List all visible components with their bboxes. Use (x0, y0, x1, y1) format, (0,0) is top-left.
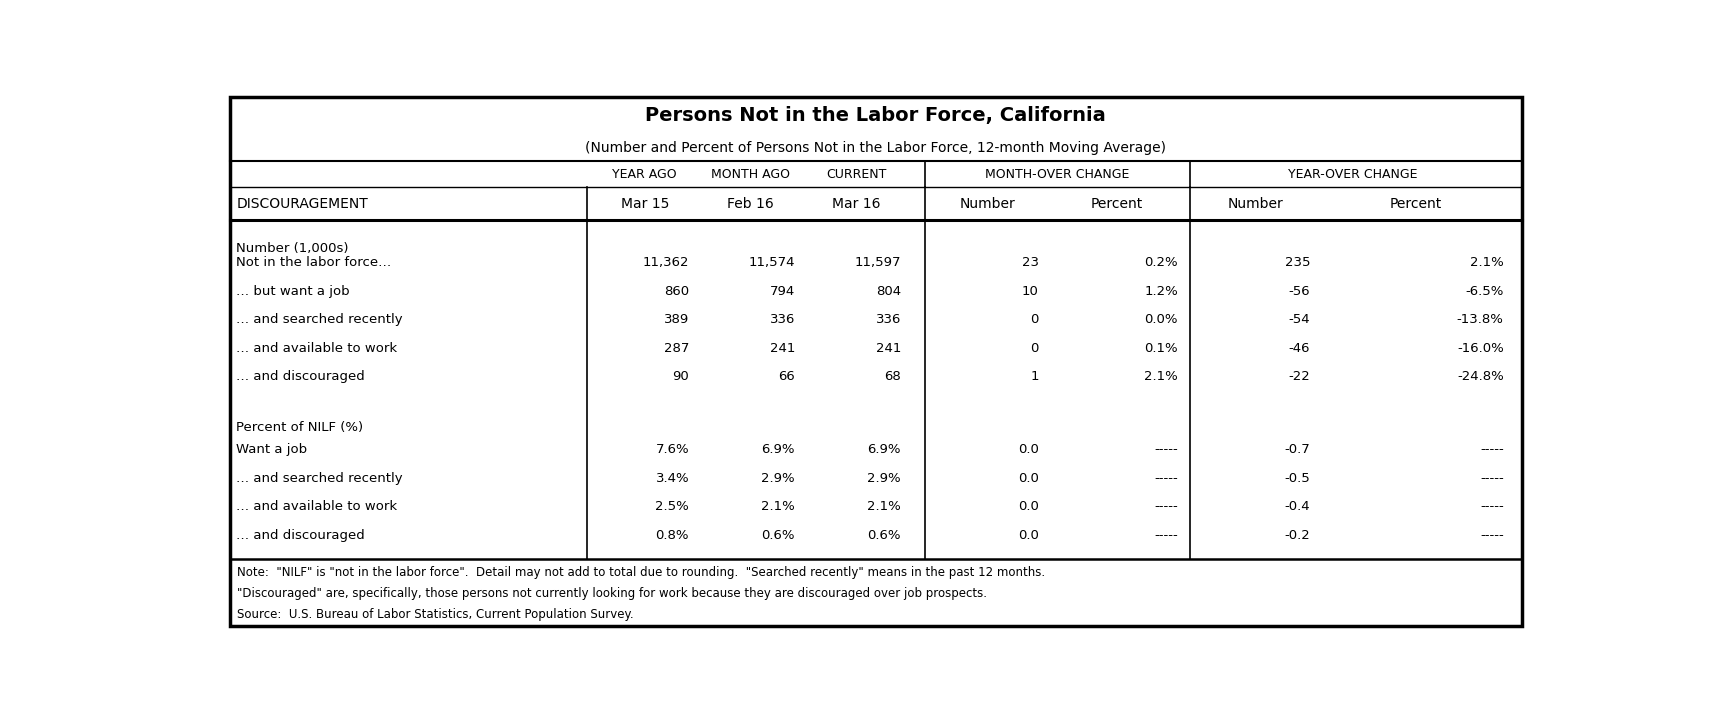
Text: 0.2%: 0.2% (1145, 256, 1178, 269)
Text: Percent: Percent (1090, 196, 1143, 210)
Text: 860: 860 (665, 284, 689, 298)
Text: -16.0%: -16.0% (1456, 341, 1504, 355)
Text: Source:  U.S. Bureau of Labor Statistics, Current Population Survey.: Source: U.S. Bureau of Labor Statistics,… (238, 608, 634, 621)
Text: Not in the labor force…: Not in the labor force… (236, 256, 391, 269)
Text: "Discouraged" are, specifically, those persons not currently looking for work be: "Discouraged" are, specifically, those p… (238, 587, 988, 600)
Text: 0.0: 0.0 (1019, 472, 1039, 485)
Text: -----: ----- (1480, 444, 1504, 456)
Text: 90: 90 (672, 370, 689, 383)
Text: -----: ----- (1154, 472, 1178, 485)
Text: Number: Number (1229, 196, 1283, 210)
Text: 11,597: 11,597 (854, 256, 901, 269)
Text: 2.1%: 2.1% (1470, 256, 1504, 269)
Text: 389: 389 (663, 313, 689, 326)
Text: 0.0: 0.0 (1019, 501, 1039, 513)
Text: 0.0: 0.0 (1019, 529, 1039, 542)
Text: -----: ----- (1154, 501, 1178, 513)
Text: 6.9%: 6.9% (762, 444, 795, 456)
Text: 804: 804 (877, 284, 901, 298)
Text: 336: 336 (769, 313, 795, 326)
Text: 2.5%: 2.5% (655, 501, 689, 513)
Text: CURRENT: CURRENT (827, 168, 887, 181)
Text: 3.4%: 3.4% (656, 472, 689, 485)
Text: 66: 66 (778, 370, 795, 383)
Text: 10: 10 (1022, 284, 1039, 298)
Text: 2.9%: 2.9% (868, 472, 901, 485)
Text: 2.1%: 2.1% (761, 501, 795, 513)
Text: -24.8%: -24.8% (1456, 370, 1504, 383)
Text: 11,362: 11,362 (643, 256, 689, 269)
Text: 0.0%: 0.0% (1145, 313, 1178, 326)
Text: 0: 0 (1031, 313, 1039, 326)
Text: Mar 15: Mar 15 (620, 196, 668, 210)
Text: 11,574: 11,574 (749, 256, 795, 269)
Text: MONTH AGO: MONTH AGO (711, 168, 790, 181)
Text: Want a job: Want a job (236, 444, 308, 456)
Text: -----: ----- (1480, 472, 1504, 485)
Text: Note:  "NILF" is "not in the labor force".  Detail may not add to total due to r: Note: "NILF" is "not in the labor force"… (238, 566, 1046, 579)
Text: Percent: Percent (1389, 196, 1442, 210)
Text: -22: -22 (1289, 370, 1311, 383)
Text: 0.1%: 0.1% (1145, 341, 1178, 355)
Text: 241: 241 (769, 341, 795, 355)
Text: 0: 0 (1031, 341, 1039, 355)
Text: 1: 1 (1031, 370, 1039, 383)
Text: 235: 235 (1285, 256, 1311, 269)
Text: 0.0: 0.0 (1019, 444, 1039, 456)
Text: -6.5%: -6.5% (1465, 284, 1504, 298)
Text: YEAR AGO: YEAR AGO (612, 168, 677, 181)
Text: 6.9%: 6.9% (868, 444, 901, 456)
Text: … and discouraged: … and discouraged (236, 529, 366, 542)
Text: 0.6%: 0.6% (868, 529, 901, 542)
Text: -46: -46 (1289, 341, 1311, 355)
Text: … but want a job: … but want a job (236, 284, 350, 298)
Text: -54: -54 (1289, 313, 1311, 326)
Text: -56: -56 (1289, 284, 1311, 298)
Text: 7.6%: 7.6% (656, 444, 689, 456)
Text: 241: 241 (875, 341, 901, 355)
Text: 0.8%: 0.8% (656, 529, 689, 542)
Text: -0.4: -0.4 (1285, 501, 1311, 513)
Text: … and available to work: … and available to work (236, 341, 396, 355)
Text: 68: 68 (884, 370, 901, 383)
Text: 287: 287 (663, 341, 689, 355)
Text: Mar 16: Mar 16 (832, 196, 880, 210)
Text: … and searched recently: … and searched recently (236, 313, 403, 326)
Text: Number (1,000s): Number (1,000s) (236, 242, 349, 255)
Text: 2.1%: 2.1% (1143, 370, 1178, 383)
Text: -0.7: -0.7 (1285, 444, 1311, 456)
Text: 0.6%: 0.6% (762, 529, 795, 542)
Text: … and searched recently: … and searched recently (236, 472, 403, 485)
Text: YEAR-OVER CHANGE: YEAR-OVER CHANGE (1289, 168, 1417, 181)
Text: 2.1%: 2.1% (866, 501, 901, 513)
Text: MONTH-OVER CHANGE: MONTH-OVER CHANGE (984, 168, 1130, 181)
Text: 336: 336 (875, 313, 901, 326)
Text: 1.2%: 1.2% (1143, 284, 1178, 298)
Text: 794: 794 (769, 284, 795, 298)
Text: … and discouraged: … and discouraged (236, 370, 366, 383)
Text: … and available to work: … and available to work (236, 501, 396, 513)
Text: -13.8%: -13.8% (1456, 313, 1504, 326)
Text: Feb 16: Feb 16 (728, 196, 774, 210)
Text: -----: ----- (1154, 444, 1178, 456)
Text: Number: Number (960, 196, 1015, 210)
Text: -----: ----- (1480, 529, 1504, 542)
Text: 23: 23 (1022, 256, 1039, 269)
Text: -0.2: -0.2 (1285, 529, 1311, 542)
Text: DISCOURAGEMENT: DISCOURAGEMENT (236, 196, 367, 210)
Text: Percent of NILF (%): Percent of NILF (%) (236, 421, 364, 434)
Text: -0.5: -0.5 (1285, 472, 1311, 485)
Text: 2.9%: 2.9% (762, 472, 795, 485)
Text: Persons Not in the Labor Force, California: Persons Not in the Labor Force, Californ… (646, 107, 1106, 125)
Text: -----: ----- (1480, 501, 1504, 513)
Text: -----: ----- (1154, 529, 1178, 542)
Text: (Number and Percent of Persons Not in the Labor Force, 12-month Moving Average): (Number and Percent of Persons Not in th… (586, 141, 1166, 155)
